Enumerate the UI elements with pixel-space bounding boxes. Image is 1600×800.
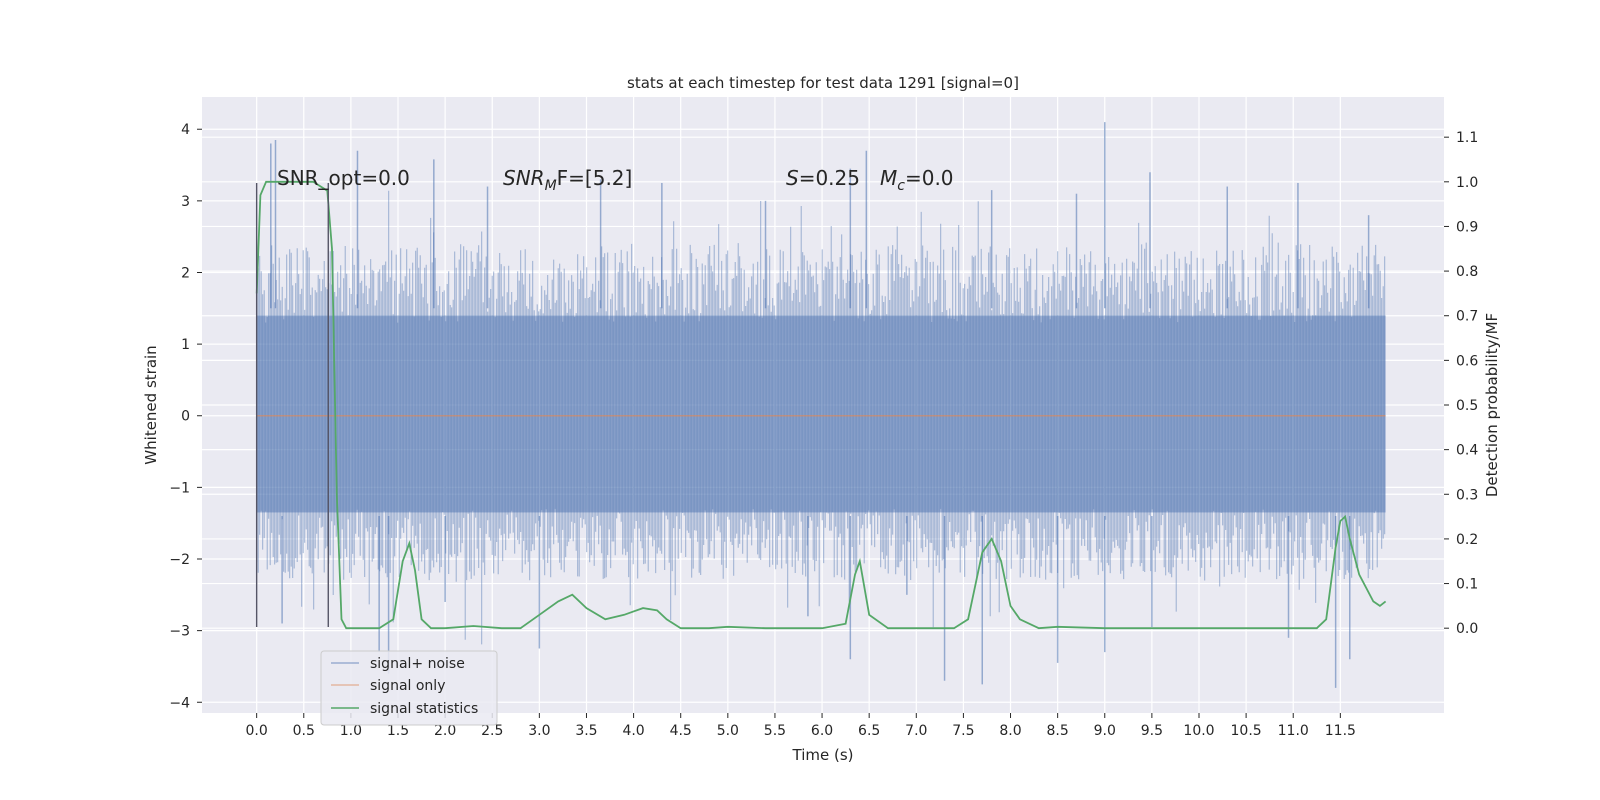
y-left-axis-ticks: −4 −3 −2 −1 0 1 2 3 4 (169, 122, 202, 711)
x-tick-label-10: 5.0 (717, 723, 739, 739)
yr-tick-label-8: 0.8 (1456, 264, 1478, 280)
mc-label: M (880, 166, 897, 190)
yr-tick-label-0: 0.0 (1456, 621, 1478, 637)
yl-tick-label-5: 1 (181, 337, 190, 353)
yr-tick-label-11: 1.1 (1456, 130, 1478, 146)
x-tick-label-22: 11.0 (1278, 723, 1309, 739)
yl-tick-label-8: 4 (181, 122, 190, 138)
yl-tick-label-4: 0 (181, 409, 190, 425)
x-tick-label-8: 4.0 (622, 723, 644, 739)
yl-tick-label-3: −1 (169, 480, 190, 496)
x-tick-label-5: 2.5 (481, 723, 503, 739)
x-tick-label-23: 11.5 (1325, 723, 1356, 739)
x-tick-label-2: 1.0 (340, 723, 362, 739)
x-tick-label-15: 7.5 (952, 723, 974, 739)
x-tick-label-7: 3.5 (575, 723, 597, 739)
yl-tick-label-2: −2 (169, 552, 190, 568)
legend-box (320, 650, 498, 726)
legend-label-stats: signal statistics (370, 701, 478, 717)
x-tick-label-17: 8.5 (1047, 723, 1069, 739)
yr-tick-label-9: 0.9 (1456, 219, 1478, 235)
chart-title: stats at each timestep for test data 129… (627, 74, 1019, 92)
x-tick-label-6: 3.0 (528, 723, 550, 739)
snr-mf-label: SNR (503, 166, 545, 190)
x-axis-ticks: 0.0 0.5 1.0 1.5 2.0 2.5 3.0 3.5 4.0 4.5 5.0 5.5 6.0 6… (246, 713, 1356, 739)
yl-tick-label-0: −4 (169, 695, 190, 711)
x-axis-label: Time (s) (792, 746, 854, 764)
x-tick-label-21: 10.5 (1231, 723, 1262, 739)
annotation-snr-opt: SNR_opt=0.0 (277, 166, 410, 190)
x-tick-label-12: 6.0 (811, 723, 833, 739)
annotation-mc: Mc=0.0 (880, 166, 954, 194)
yl-tick-label-7: 3 (181, 194, 190, 210)
yr-tick-label-6: 0.6 (1456, 353, 1478, 369)
annotation-snr-mf: SNRMF=[5.2] (503, 166, 632, 194)
s-label: S (786, 166, 799, 190)
yr-tick-label-10: 1.0 (1456, 175, 1478, 191)
yr-tick-label-1: 0.1 (1456, 577, 1478, 593)
signal-statistics-line (255, 180, 1387, 630)
mc-sub: c (897, 178, 905, 194)
vertical-markers (255, 182, 329, 628)
y-left-axis-label: Whitened strain (142, 345, 160, 464)
x-tick-label-16: 8.0 (999, 723, 1021, 739)
x-tick-label-0: 0.0 (246, 723, 268, 739)
legend-label-noise: signal+ noise (370, 656, 465, 672)
snr-mf-sub: M (545, 178, 557, 194)
yr-tick-label-5: 0.5 (1456, 398, 1478, 414)
x-tick-label-18: 9.0 (1094, 723, 1116, 739)
y-right-axis-ticks: 0.0 0.1 0.2 0.3 0.4 0.5 0.6 0.7 0.8 0.9 1.0 1.1 (1444, 130, 1478, 637)
annotation-s: S=0.25 (786, 166, 860, 190)
s-value: =0.25 (799, 166, 860, 190)
line-series (255, 180, 1387, 630)
snr-mf-rest: F=[5.2] (557, 166, 633, 190)
yr-tick-label-2: 0.2 (1456, 532, 1478, 548)
x-tick-label-14: 7.0 (905, 723, 927, 739)
mc-value: =0.0 (905, 166, 954, 190)
x-tick-label-4: 2.0 (434, 723, 456, 739)
y-right-axis-label: Detection probability/MF (1483, 313, 1501, 497)
noise-series (256, 122, 1386, 688)
yr-tick-label-3: 0.3 (1456, 487, 1478, 503)
legend: signal+ noise signal only signal statist… (320, 650, 498, 726)
legend-label-signal: signal only (370, 678, 445, 694)
x-tick-label-3: 1.5 (387, 723, 409, 739)
x-tick-label-1: 0.5 (293, 723, 315, 739)
x-tick-label-9: 4.5 (670, 723, 692, 739)
yl-tick-label-1: −3 (169, 624, 190, 640)
yl-tick-label-6: 2 (181, 265, 190, 281)
x-tick-label-11: 5.5 (764, 723, 786, 739)
x-tick-label-20: 10.0 (1183, 723, 1214, 739)
yr-tick-label-4: 0.4 (1456, 443, 1478, 459)
yr-tick-label-7: 0.7 (1456, 309, 1478, 325)
x-tick-label-19: 9.5 (1141, 723, 1163, 739)
x-tick-label-13: 6.5 (858, 723, 880, 739)
